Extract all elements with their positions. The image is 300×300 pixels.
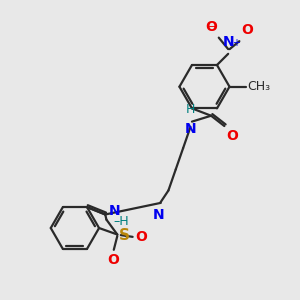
Text: O: O	[206, 20, 217, 34]
Text: O: O	[227, 129, 239, 143]
Text: O: O	[107, 253, 119, 267]
Text: N: N	[109, 204, 120, 218]
Text: CH₃: CH₃	[247, 80, 270, 93]
Text: N: N	[185, 122, 196, 136]
Text: H: H	[186, 103, 195, 116]
Text: N: N	[153, 208, 164, 222]
Text: N: N	[222, 35, 234, 49]
Text: −: −	[208, 22, 217, 32]
Text: O: O	[242, 23, 254, 37]
Text: +: +	[232, 38, 240, 48]
Text: –H: –H	[113, 215, 128, 229]
Text: S: S	[119, 228, 130, 243]
Text: O: O	[135, 230, 147, 244]
